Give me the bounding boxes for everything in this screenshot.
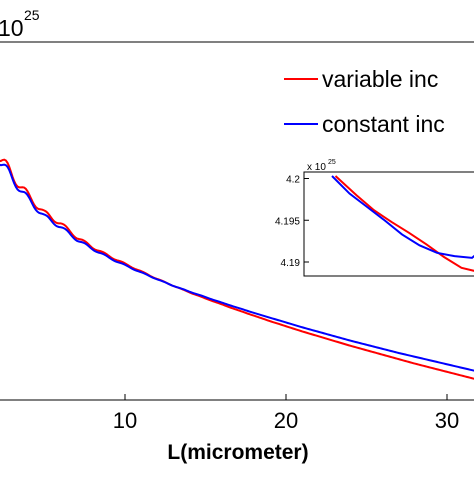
x-tick-label: 30 [435,408,459,433]
legend: variable inc constant inc [284,66,445,137]
inset-y-exponent-base: x 10 [307,162,326,173]
y-exponent-base: 10 [0,15,24,41]
inset-y-exponent-power: 25 [328,159,336,166]
x-tick-label: 20 [274,408,298,433]
inset-y-tick-label: 4.2 [286,175,300,186]
inset-plot: x 10 25 4.19 4.195 4.2 [275,159,474,276]
inset-y-tick-label: 4.19 [281,258,301,269]
x-tick-label: 10 [113,408,137,433]
y-exponent-power: 25 [24,7,40,23]
legend-label-constant: constant inc [322,111,445,137]
x-axis-label: L(micrometer) [167,441,308,464]
legend-label-variable: variable inc [322,66,438,92]
inset-y-tick-label: 4.195 [275,216,300,227]
